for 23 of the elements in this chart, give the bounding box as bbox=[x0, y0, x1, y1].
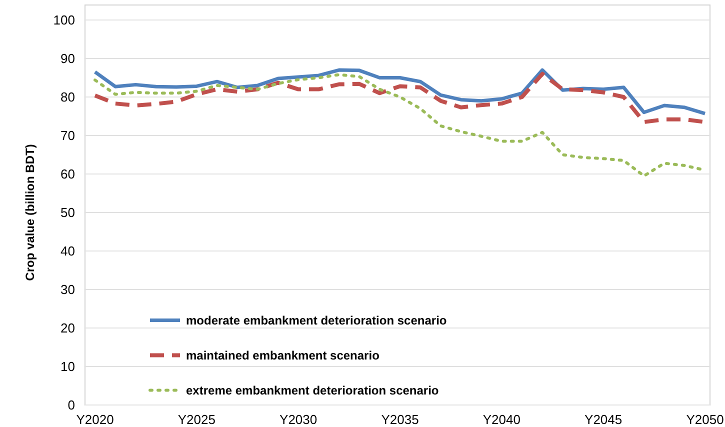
legend-label: moderate embankment deterioration scenario bbox=[186, 314, 447, 328]
y-tick-label: 40 bbox=[60, 244, 75, 259]
x-tick-label: Y2040 bbox=[482, 412, 520, 427]
legend-label: maintained embankment scenario bbox=[186, 348, 380, 362]
x-tick-label: Y2035 bbox=[381, 412, 419, 427]
y-tick-label: 80 bbox=[60, 90, 75, 105]
y-tick-label: 60 bbox=[60, 166, 75, 182]
y-tick-label: 90 bbox=[60, 51, 75, 66]
x-tick-label: Y2020 bbox=[76, 412, 114, 427]
x-tick-label: Y2025 bbox=[178, 412, 216, 427]
y-tick-label: 50 bbox=[60, 205, 75, 220]
y-tick-label: 100 bbox=[53, 12, 75, 28]
y-tick-label: 10 bbox=[60, 359, 75, 374]
y-axis-title: Crop value (billion BDT) bbox=[23, 144, 37, 281]
y-tick-label: 30 bbox=[60, 282, 75, 298]
y-tick-label: 0 bbox=[68, 398, 75, 413]
x-tick-label: Y2050 bbox=[686, 412, 724, 427]
y-tick-label: 70 bbox=[60, 128, 75, 144]
x-tick-label: Y2030 bbox=[280, 412, 318, 427]
line-series bbox=[93, 68, 707, 116]
legend-label: extreme embankment deterioration scenario bbox=[186, 384, 439, 398]
y-tick-label: 20 bbox=[60, 320, 75, 336]
x-tick-label: Y2045 bbox=[584, 412, 622, 427]
